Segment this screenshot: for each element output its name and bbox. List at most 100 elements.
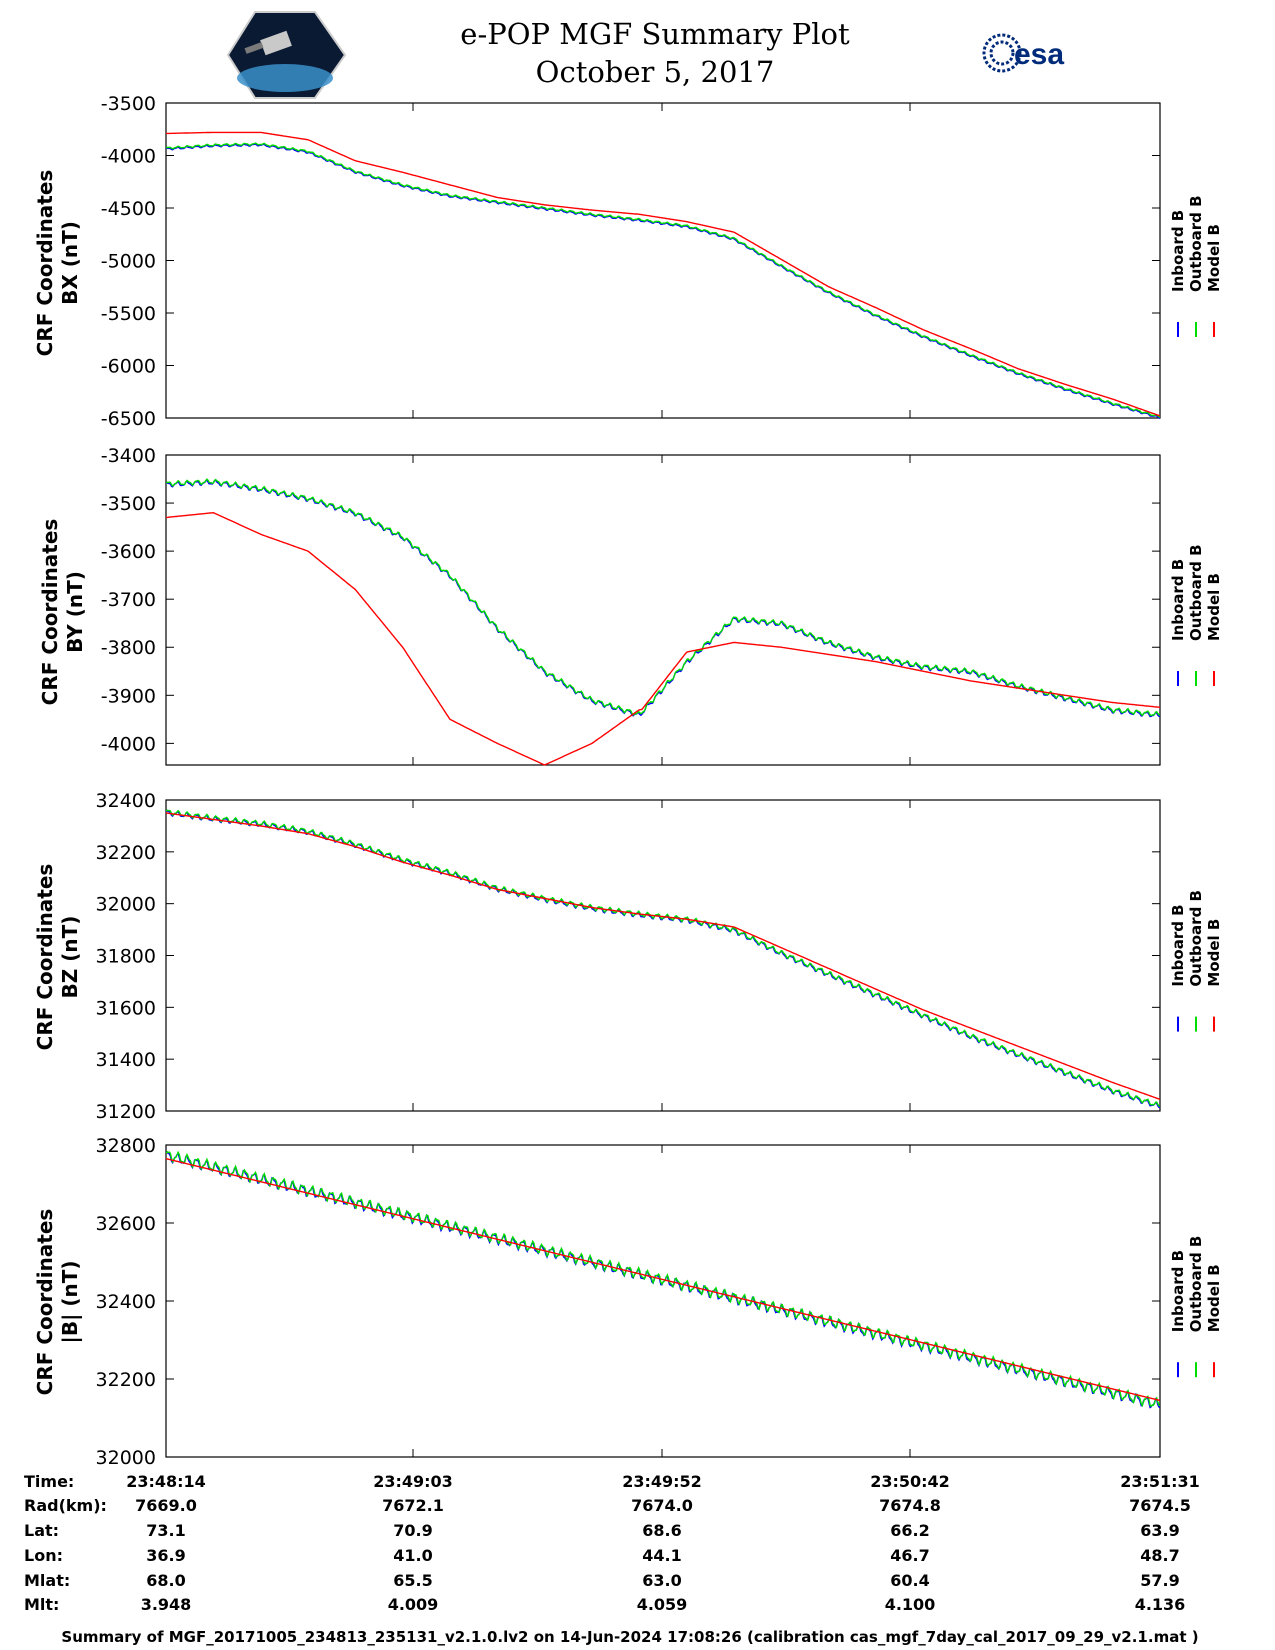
panel-by-series-inboard-b bbox=[166, 479, 1160, 718]
panel-by-legend-label: Model B bbox=[1205, 573, 1223, 641]
panel-by-ytick-label: -3700 bbox=[101, 589, 156, 611]
panel-by-frame bbox=[165, 454, 1161, 766]
orbit-cell: 44.1 bbox=[642, 1546, 681, 1565]
panel-by-ytick-label: -3800 bbox=[101, 637, 156, 659]
orbit-row-label: Lat: bbox=[24, 1521, 59, 1540]
panel-btotal-legend-label: Outboard B bbox=[1187, 1236, 1205, 1333]
orbit-row-label: Rad(km): bbox=[24, 1496, 107, 1515]
panel-bx-ytick-label: -4000 bbox=[101, 146, 156, 168]
panel-bx-ytick-label: -6000 bbox=[101, 356, 156, 378]
orbit-cell: 4.136 bbox=[1135, 1595, 1186, 1614]
orbit-cell: 68.0 bbox=[146, 1571, 185, 1590]
footer-caption: Summary of MGF_20171005_234813_235131_v2… bbox=[61, 1628, 1198, 1646]
panel-bz-frame bbox=[165, 799, 1161, 1112]
panel-bx-ylabel-1: CRF Coordinates bbox=[33, 170, 57, 357]
panel-bz-series-outboard-b bbox=[166, 809, 1160, 1108]
panel-bx-series-model-b bbox=[166, 131, 1160, 417]
left-logo bbox=[226, 11, 347, 99]
panel-bz-ytick-label: 32200 bbox=[96, 842, 156, 864]
orbit-cell: 23:49:03 bbox=[373, 1472, 453, 1491]
chart-subtitle: October 5, 2017 bbox=[536, 55, 775, 89]
panel-bz-legend-label: Outboard B bbox=[1187, 890, 1205, 987]
panel-by-ytick-label: -3400 bbox=[101, 445, 156, 467]
panel-by-ylabel-1: CRF Coordinates bbox=[38, 519, 62, 706]
orbit-cell: 7669.0 bbox=[135, 1496, 197, 1515]
panel-btotal-legend-label: Model B bbox=[1205, 1264, 1223, 1332]
orbit-cell: 60.4 bbox=[890, 1571, 929, 1590]
orbit-cell: 7674.8 bbox=[879, 1496, 941, 1515]
orbit-cell: 23:51:31 bbox=[1120, 1472, 1200, 1491]
orbit-row-label: Lon: bbox=[24, 1546, 63, 1565]
panel-by-legend-label: Outboard B bbox=[1187, 544, 1205, 641]
orbit-cell: 63.0 bbox=[642, 1571, 681, 1590]
panel-bx-legend-label: Model B bbox=[1205, 224, 1223, 292]
orbit-cell: 23:49:52 bbox=[622, 1472, 702, 1491]
orbit-cell: 4.100 bbox=[885, 1595, 936, 1614]
orbit-cell: 4.059 bbox=[637, 1595, 688, 1614]
panel-bz-series-model-b bbox=[166, 812, 1160, 1100]
panel-bx-series-outboard-b bbox=[166, 142, 1160, 418]
panel-btotal-legend-label: Inboard B bbox=[1169, 1250, 1187, 1332]
panel-bz-ylabel-2: BZ (nT) bbox=[58, 916, 82, 999]
orbit-row-label: Time: bbox=[24, 1472, 74, 1491]
panel-bx-ylabel-2: BX (nT) bbox=[58, 221, 82, 305]
panel-bz-legend-label: Inboard B bbox=[1169, 904, 1187, 986]
panel-bz-ytick-label: 31800 bbox=[96, 946, 156, 968]
panel-bx-ytick-label: -5000 bbox=[101, 251, 156, 273]
orbit-cell: 23:50:42 bbox=[870, 1472, 950, 1491]
panel-btotal-series-model-b bbox=[166, 1158, 1160, 1402]
orbit-cell: 65.5 bbox=[393, 1571, 432, 1590]
panel-by-ylabel-2: BY (nT) bbox=[63, 571, 87, 653]
panel-bx-legend-label: Outboard B bbox=[1187, 195, 1205, 292]
panel-btotal-ylabel-1: CRF Coordinates bbox=[33, 1209, 57, 1396]
panel-by-ytick-label: -3500 bbox=[101, 493, 156, 515]
panel-bz-series-inboard-b bbox=[166, 810, 1160, 1109]
panel-by-series-model-b bbox=[166, 511, 1160, 766]
panel-btotal: CRF Coordinates |B| (nT) 32800 32600 32400… bbox=[33, 1135, 1223, 1469]
esa-logo: esa bbox=[982, 33, 1064, 73]
panel-by: CRF Coordinates BY (nT) -3400 -3500 -3600 -… bbox=[38, 445, 1223, 766]
panel-btotal-ytick-label: 32400 bbox=[96, 1291, 156, 1313]
panel-bx-ytick-label: -5500 bbox=[101, 303, 156, 325]
orbit-cell: 70.9 bbox=[393, 1521, 432, 1540]
panel-bx-ytick-label: -3500 bbox=[101, 93, 156, 115]
panel-bx-ytick-label: -6500 bbox=[101, 408, 156, 430]
panel-by-ytick-label: -4000 bbox=[101, 733, 156, 755]
orbit-cell: 7672.1 bbox=[382, 1496, 444, 1515]
panel-by-ytick-label: -3600 bbox=[101, 541, 156, 563]
panel-bz-ylabel-1: CRF Coordinates bbox=[33, 864, 57, 1051]
orbit-cell: 57.9 bbox=[1140, 1571, 1179, 1590]
panel-btotal-ylabel-2: |B| (nT) bbox=[58, 1261, 82, 1344]
orbit-cell: 4.009 bbox=[388, 1595, 439, 1614]
orbit-cell: 41.0 bbox=[393, 1546, 432, 1565]
orbit-row-label: Mlt: bbox=[24, 1595, 59, 1614]
orbit-cell: 73.1 bbox=[146, 1521, 185, 1540]
esa-logo-text: esa bbox=[1014, 38, 1064, 71]
panel-bz-ytick-label: 31200 bbox=[96, 1101, 156, 1123]
orbit-cell: 7674.0 bbox=[631, 1496, 693, 1515]
panel-bz-ytick-label: 31600 bbox=[96, 997, 156, 1019]
orbit-cell: 7674.5 bbox=[1129, 1496, 1191, 1515]
panel-bz: CRF Coordinates BZ (nT) 32400 32200 32000 3… bbox=[33, 790, 1223, 1123]
orbit-cell: 36.9 bbox=[146, 1546, 185, 1565]
panel-btotal-series-outboard-b bbox=[166, 1150, 1160, 1408]
orbit-cell: 63.9 bbox=[1140, 1521, 1179, 1540]
orbit-cell: 46.7 bbox=[890, 1546, 929, 1565]
panel-bz-ytick-label: 32000 bbox=[96, 894, 156, 916]
panel-btotal-ytick-label: 32000 bbox=[96, 1447, 156, 1469]
panel-bz-ytick-label: 31400 bbox=[96, 1049, 156, 1071]
panel-bx-legend-label: Inboard B bbox=[1169, 210, 1187, 292]
panel-by-legend-label: Inboard B bbox=[1169, 559, 1187, 641]
orbit-table: Time: Rad(km): Lat: Lon: Mlat: Mlt: 23:48:14 76… bbox=[24, 1472, 1200, 1614]
orbit-cell: 23:48:14 bbox=[126, 1472, 206, 1491]
orbit-cell: 66.2 bbox=[890, 1521, 929, 1540]
orbit-row-label: Mlat: bbox=[24, 1571, 70, 1590]
panel-bx: CRF Coordinates BX (nT) -3500 -4000 -4500 -… bbox=[33, 93, 1223, 430]
panel-by-series-outboard-b bbox=[166, 478, 1160, 717]
chart-title: e-POP MGF Summary Plot bbox=[460, 17, 850, 51]
panel-btotal-ytick-label: 32600 bbox=[96, 1213, 156, 1235]
panel-btotal-ytick-label: 32200 bbox=[96, 1369, 156, 1391]
orbit-cell: 68.6 bbox=[642, 1521, 681, 1540]
panel-bz-ytick-label: 32400 bbox=[96, 790, 156, 812]
